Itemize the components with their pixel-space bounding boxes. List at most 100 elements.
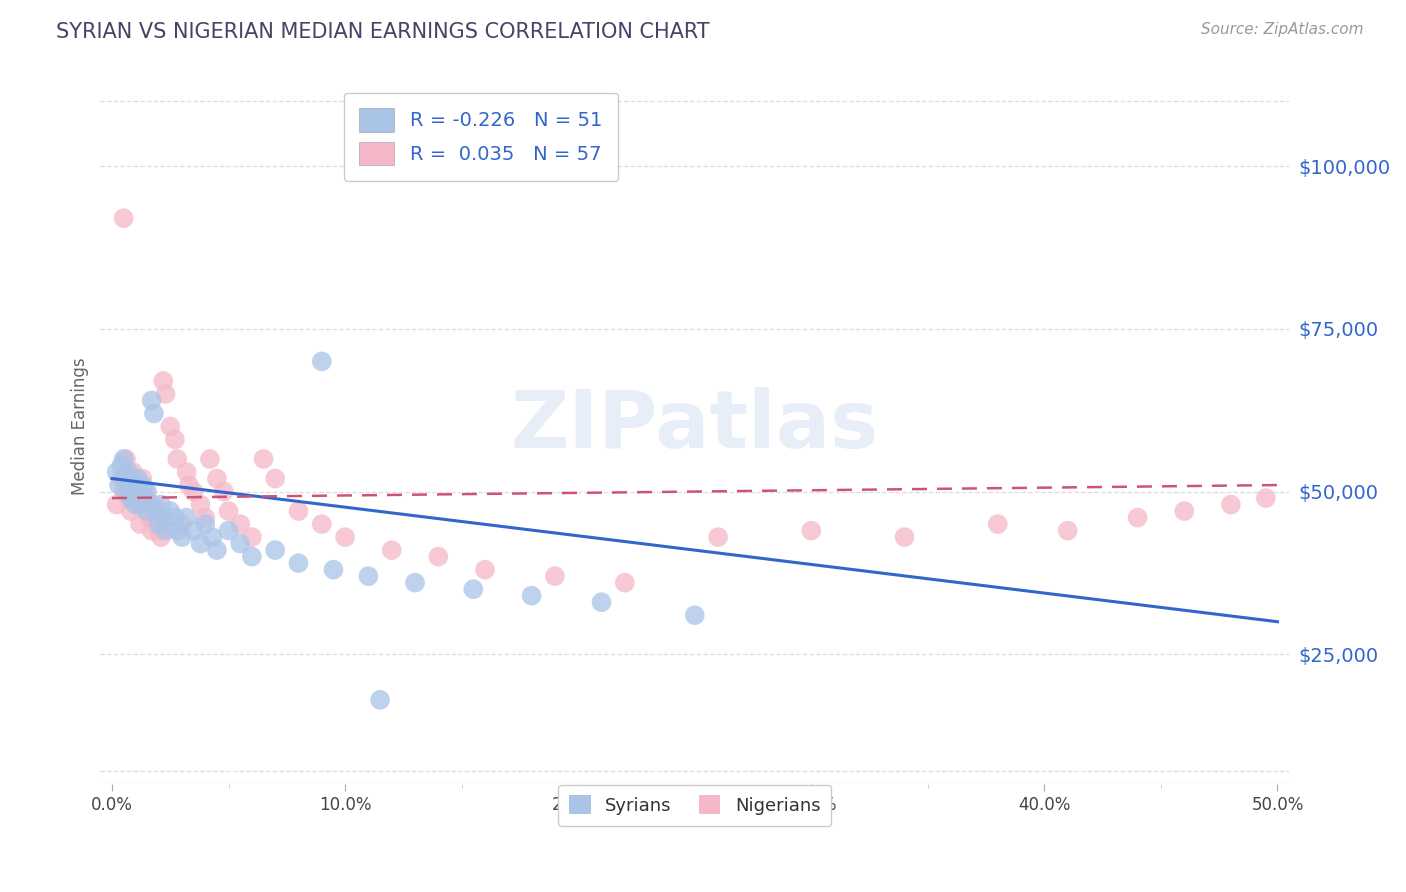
Point xyxy=(110,458,132,473)
Point xyxy=(155,387,177,401)
Point xyxy=(229,536,252,550)
Point xyxy=(120,504,142,518)
Point xyxy=(143,498,166,512)
Point xyxy=(194,510,217,524)
Point xyxy=(264,471,287,485)
Point xyxy=(427,549,450,564)
Point xyxy=(229,517,252,532)
Point xyxy=(127,471,149,485)
Point xyxy=(120,491,142,505)
Point xyxy=(166,452,188,467)
Point xyxy=(240,549,263,564)
Point xyxy=(108,478,131,492)
Point xyxy=(129,498,152,512)
Point xyxy=(136,484,159,499)
Point xyxy=(138,510,160,524)
Point xyxy=(287,556,309,570)
Point xyxy=(613,575,636,590)
Point xyxy=(1219,498,1241,512)
Point xyxy=(124,498,146,512)
Point xyxy=(124,478,146,492)
Point xyxy=(1126,510,1149,524)
Point xyxy=(311,517,333,532)
Point xyxy=(176,465,198,479)
Point xyxy=(463,582,485,597)
Point xyxy=(145,504,167,518)
Point xyxy=(707,530,730,544)
Point xyxy=(129,498,152,512)
Y-axis label: Median Earnings: Median Earnings xyxy=(72,358,89,495)
Point xyxy=(163,510,186,524)
Point xyxy=(404,575,426,590)
Point xyxy=(152,374,174,388)
Point xyxy=(159,504,181,518)
Text: SYRIAN VS NIGERIAN MEDIAN EARNINGS CORRELATION CHART: SYRIAN VS NIGERIAN MEDIAN EARNINGS CORRE… xyxy=(56,22,710,42)
Point xyxy=(183,484,205,499)
Point xyxy=(129,517,152,532)
Point xyxy=(122,465,145,479)
Point xyxy=(683,608,706,623)
Point xyxy=(127,491,149,505)
Point xyxy=(218,524,240,538)
Point xyxy=(893,530,915,544)
Point xyxy=(141,524,163,538)
Point xyxy=(240,530,263,544)
Point xyxy=(136,504,159,518)
Point xyxy=(159,419,181,434)
Point xyxy=(112,471,135,485)
Point xyxy=(264,543,287,558)
Point xyxy=(357,569,380,583)
Point xyxy=(591,595,613,609)
Point xyxy=(194,517,217,532)
Point xyxy=(148,524,170,538)
Point xyxy=(218,504,240,518)
Point xyxy=(131,471,153,485)
Point xyxy=(134,491,156,505)
Point xyxy=(117,465,139,479)
Point xyxy=(474,563,496,577)
Point xyxy=(105,465,128,479)
Point xyxy=(134,484,156,499)
Point xyxy=(149,530,172,544)
Point xyxy=(105,498,128,512)
Point xyxy=(110,471,132,485)
Point xyxy=(1254,491,1277,505)
Point xyxy=(136,504,159,518)
Point xyxy=(155,524,177,538)
Point xyxy=(115,484,138,499)
Point xyxy=(183,524,205,538)
Point xyxy=(190,498,212,512)
Point xyxy=(176,510,198,524)
Text: ZIPatlas: ZIPatlas xyxy=(510,387,879,466)
Point xyxy=(141,393,163,408)
Point xyxy=(198,452,221,467)
Point xyxy=(322,563,344,577)
Point xyxy=(117,491,139,505)
Point xyxy=(120,471,142,485)
Point xyxy=(138,498,160,512)
Point xyxy=(287,504,309,518)
Point xyxy=(170,530,193,544)
Point xyxy=(149,498,172,512)
Point xyxy=(381,543,404,558)
Point xyxy=(368,693,391,707)
Legend: Syrians, Nigerians: Syrians, Nigerians xyxy=(558,784,831,825)
Point xyxy=(112,484,135,499)
Point xyxy=(205,543,228,558)
Point xyxy=(122,478,145,492)
Point xyxy=(166,524,188,538)
Point xyxy=(201,530,224,544)
Point xyxy=(163,433,186,447)
Point xyxy=(112,452,135,467)
Point xyxy=(115,452,138,467)
Text: Source: ZipAtlas.com: Source: ZipAtlas.com xyxy=(1201,22,1364,37)
Point xyxy=(333,530,356,544)
Point xyxy=(205,471,228,485)
Point xyxy=(143,407,166,421)
Point xyxy=(190,536,212,550)
Point xyxy=(212,484,235,499)
Point xyxy=(152,510,174,524)
Point xyxy=(544,569,567,583)
Point xyxy=(520,589,543,603)
Point xyxy=(987,517,1010,532)
